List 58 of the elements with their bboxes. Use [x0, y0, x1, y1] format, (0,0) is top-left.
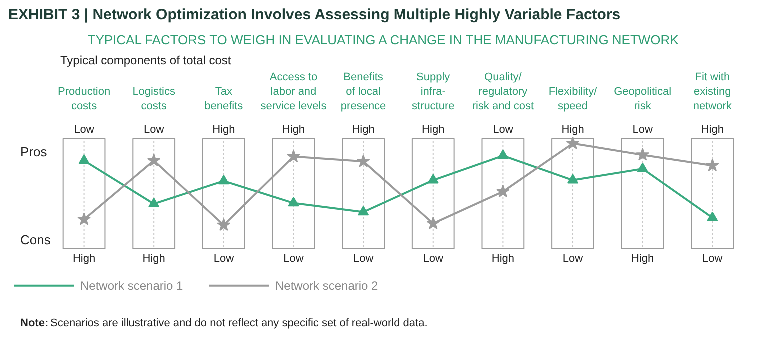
- text: High: [212, 124, 236, 136]
- point: [426, 216, 440, 230]
- point: [636, 148, 650, 161]
- point: [496, 184, 510, 198]
- point: [78, 212, 91, 226]
- x-tick-label: Tax benefits: [204, 86, 244, 112]
- text: Low: [144, 124, 164, 136]
- text: Low: [284, 252, 304, 265]
- chart-title: EXHIBIT 3 | Network Optimization Involves Assessing Multiple Highly Variable Factors: [8, 6, 621, 24]
- text: High: [632, 252, 654, 265]
- point: [428, 174, 439, 184]
- point: [78, 154, 90, 164]
- point: [218, 174, 230, 185]
- x-tick-label: Flexibility/ speed: [548, 86, 598, 112]
- x-tick-label: Geopolitical risk: [614, 86, 672, 112]
- point: [147, 154, 161, 167]
- text: Low: [353, 252, 374, 265]
- text: Low: [423, 252, 444, 265]
- point: [566, 136, 580, 150]
- point: [568, 174, 579, 184]
- legend-label: Network scenario 1: [80, 278, 184, 293]
- point: [288, 197, 300, 207]
- x-tick-label: Logistics costs: [132, 86, 176, 112]
- text: High: [282, 124, 306, 136]
- text: High: [701, 124, 724, 136]
- text: Low: [702, 252, 723, 265]
- text: Cons: [20, 232, 52, 248]
- text: High: [492, 252, 515, 265]
- x-tick-label: Benefits of local presence: [340, 72, 386, 112]
- point: [217, 218, 231, 232]
- point: [287, 150, 300, 162]
- x-tick-label: Access to labor and service levels: [260, 72, 328, 112]
- text: Low: [562, 252, 584, 265]
- text: Low: [214, 252, 234, 265]
- x-tick-label: Production costs: [58, 86, 111, 112]
- legend-label: Network scenario 2: [276, 278, 379, 293]
- text: High: [72, 252, 96, 265]
- text: High: [352, 124, 375, 136]
- text: Low: [632, 124, 653, 136]
- x-tick-label: Fit with existing network: [693, 72, 732, 112]
- text: Low: [74, 124, 94, 136]
- chart-subtitle: TYPICAL FACTORS TO WEIGH IN EVALUATING A CHANGE IN THE MANUFACTURING NETWORK: [88, 32, 680, 48]
- point: [148, 198, 160, 208]
- x-tick-label: Quality/ regulatory risk and cost: [472, 72, 534, 112]
- point: [707, 212, 718, 222]
- text: Low: [493, 124, 514, 136]
- x-tick-label: Supply infra- structure: [412, 72, 455, 112]
- point: [637, 162, 648, 172]
- point: [358, 206, 370, 216]
- text: High: [562, 124, 584, 136]
- text: High: [422, 124, 445, 136]
- text: Pros: [20, 144, 48, 160]
- text: Typical components of total cost: [60, 54, 232, 68]
- text: Note: Scenarios are illustrative and do not reflect any specific set of real-world data.: [20, 318, 428, 330]
- point: [706, 158, 720, 172]
- text: High: [142, 252, 166, 265]
- point: [498, 150, 509, 160]
- point: [356, 154, 370, 168]
